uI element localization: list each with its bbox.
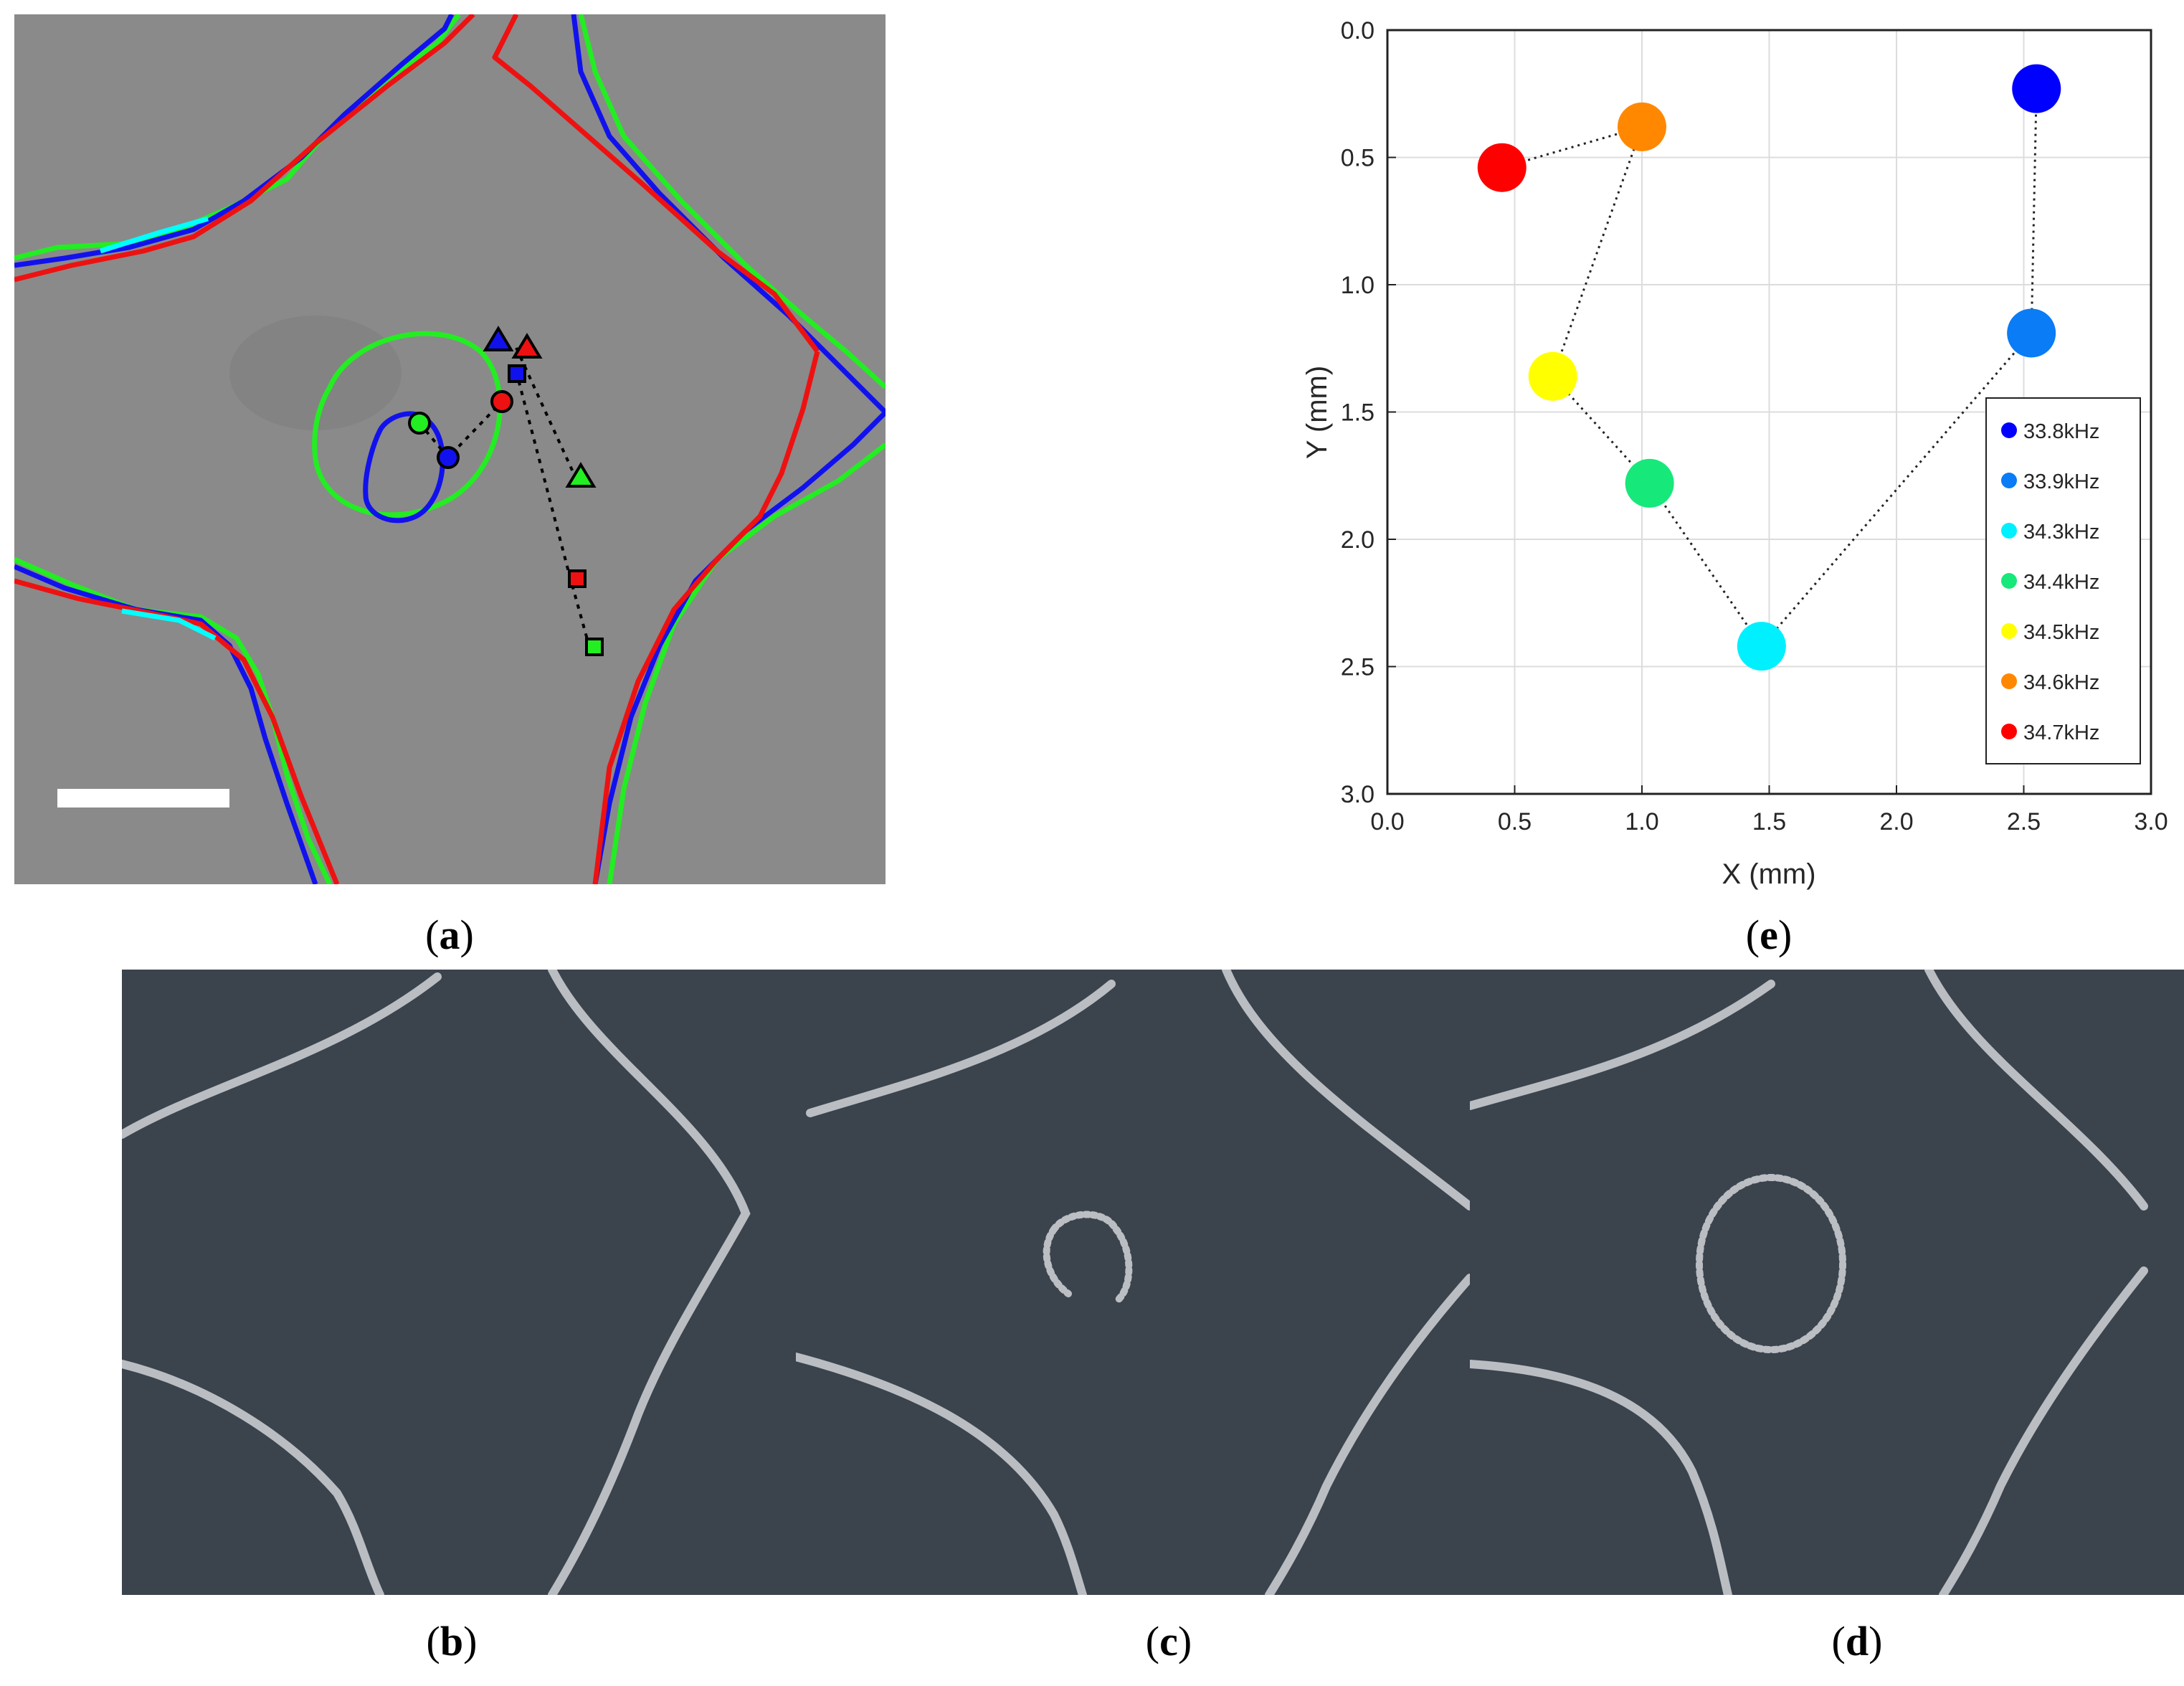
x-axis-label: X (mm) [1722, 858, 1815, 890]
legend-label: 34.5kHz [2023, 621, 2099, 644]
y-tick-label: 0.5 [1341, 145, 1375, 172]
plot-area-frame [1386, 29, 2152, 795]
marker-circle-red [490, 390, 513, 413]
y-axis-label: Y (mm) [1301, 366, 1333, 459]
data-point-34.6kHz [1618, 102, 1666, 151]
red-contour-right [592, 351, 820, 884]
caption-c: (c) [1145, 1618, 1192, 1664]
marker-circle-green [408, 412, 431, 435]
panel-e-chart: 0.0 0.5 1.0 1.5 2.0 2.5 3.0 0.0 0.5 1.0 1.5 2.0 2.5… [1301, 17, 2168, 890]
red-contour-top [14, 14, 475, 283]
red-contour-diag [492, 14, 820, 354]
legend-label: 33.9kHz [2023, 470, 2099, 493]
y-tick-label: 3.0 [1341, 781, 1375, 808]
y-tick-label: 1.0 [1341, 272, 1375, 299]
legend-label: 34.6kHz [2023, 671, 2099, 694]
data-point-33.9kHz [2007, 308, 2056, 358]
legend-marker [2001, 724, 2017, 739]
caption-a: (a) [425, 911, 474, 958]
caption-e: (e) [1745, 911, 1793, 958]
chart-legend: 33.8kHz 33.9kHz 34.3kHz 34.4kHz 34.5kHz 34.6k… [1985, 397, 2141, 764]
data-point-34.3kHz [1737, 622, 1786, 671]
legend-label: 34.7kHz [2023, 721, 2099, 744]
panel-a-image [14, 14, 886, 884]
marker-square-green [585, 638, 604, 656]
marker-triangle-green [565, 462, 597, 488]
marker-triangle-blue [483, 326, 514, 351]
x-tick-label: 2.0 [1879, 808, 1913, 835]
scale-bar [57, 789, 229, 808]
caption-d: (d) [1831, 1618, 1883, 1664]
legend-label: 33.8kHz [2023, 420, 2099, 443]
panel-d-image [1470, 970, 2184, 1595]
legend-marker [2001, 673, 2017, 689]
marker-circle-blue [437, 446, 460, 469]
data-point-33.8kHz [2012, 64, 2061, 113]
legend-marker [2001, 473, 2017, 488]
data-point-34.7kHz [1477, 143, 1527, 192]
x-tick-label: 0.0 [1370, 808, 1404, 835]
panel-c-image [796, 970, 1470, 1595]
data-point-34.4kHz [1625, 458, 1674, 508]
marker-triangle-red [511, 333, 543, 359]
x-tick-label: 2.5 [2007, 808, 2041, 835]
marker-square-blue [508, 364, 526, 383]
legend-label: 34.4kHz [2023, 571, 2099, 594]
green-contour-left [14, 557, 333, 884]
cyan-contour-top [99, 216, 209, 254]
legend-label: 34.3kHz [2023, 521, 2099, 544]
green-contour-right-lower [607, 442, 886, 884]
x-tick-label: 0.5 [1498, 808, 1532, 835]
panel-b-image [122, 970, 796, 1595]
data-point-34.5kHz [1528, 351, 1577, 401]
x-tick-label: 1.5 [1752, 808, 1786, 835]
green-ring [312, 331, 503, 518]
green-contour-right [578, 14, 886, 389]
y-tick-label: 0.0 [1341, 17, 1375, 44]
y-tick-label: 2.5 [1341, 654, 1375, 681]
y-tick-label: 1.5 [1341, 399, 1375, 427]
legend-marker [2001, 523, 2017, 539]
x-tick-label: 3.0 [2134, 808, 2168, 835]
y-tick-label: 2.0 [1341, 526, 1375, 554]
legend-marker [2001, 573, 2017, 589]
legend-marker [2001, 623, 2017, 639]
x-tick-label: 1.0 [1625, 808, 1658, 835]
caption-b: (b) [426, 1618, 478, 1664]
marker-square-red [568, 569, 587, 588]
legend-marker [2001, 422, 2017, 438]
red-contour-left [14, 578, 340, 884]
cyan-contour-left [121, 608, 217, 641]
